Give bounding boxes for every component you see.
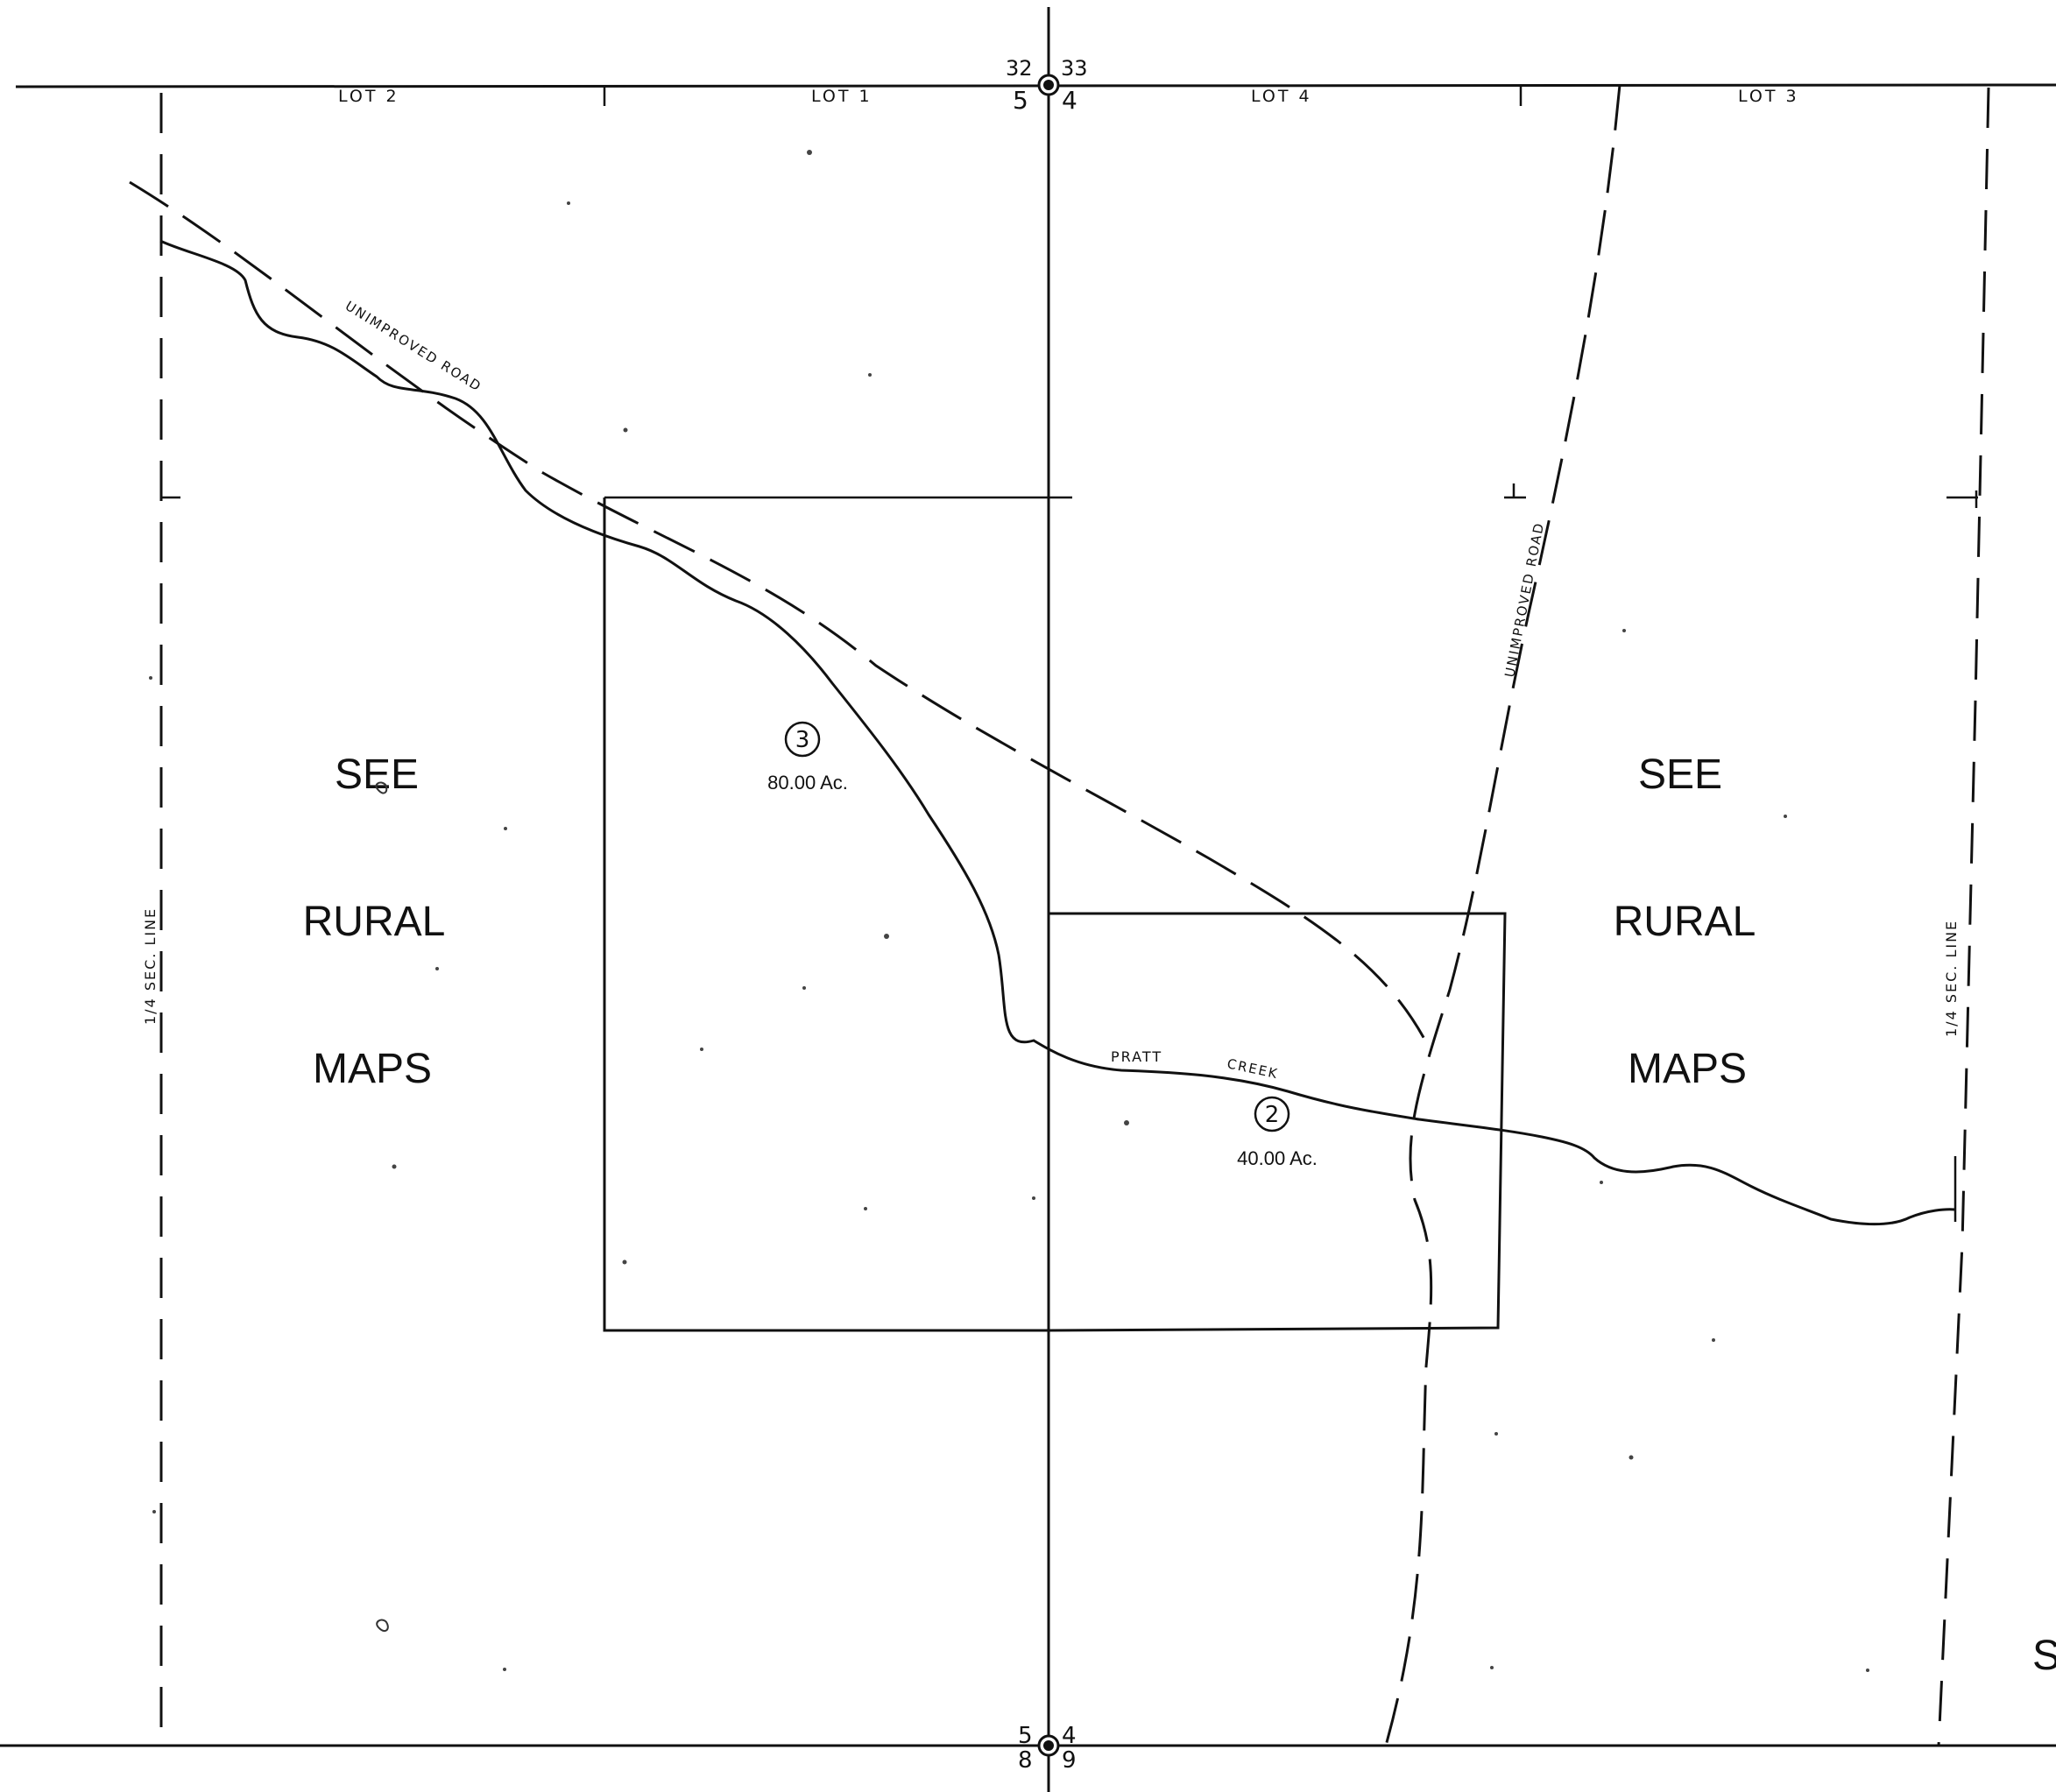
section-number-8: 8 (1018, 1747, 1033, 1774)
section-number-33: 33 (1061, 56, 1088, 81)
parcel-3-boundary (603, 497, 1049, 1332)
east-see-label: SEE (1638, 751, 1722, 798)
unimproved-road-west (129, 180, 1428, 1043)
road-east-label: UNIMPROVED ROAD (1501, 520, 1547, 679)
west-maps-label: MAPS (313, 1046, 432, 1092)
parcel-2-area: 40.00 Ac. (1237, 1147, 1318, 1169)
parcel-2-number-circle (1254, 1096, 1290, 1132)
parcel-3-number: 3 (795, 727, 810, 753)
creek-label-creek: CREEK (1226, 1055, 1280, 1082)
lot-2-label: LOT 2 (338, 87, 399, 106)
east-maps-label: MAPS (1628, 1046, 1747, 1092)
east-rural-label: RURAL (1614, 899, 1756, 945)
lot-3-label: LOT 3 (1738, 87, 1799, 106)
north-section-corner (1037, 74, 1060, 96)
parcel-3-area: 80.00 Ac. (767, 772, 848, 794)
corner-tick-far-east (1946, 490, 1978, 508)
scan-specks (149, 150, 1869, 1672)
section-number-5-bottom: 5 (1018, 1723, 1033, 1749)
west-rural-label: RURAL (303, 899, 446, 945)
east-quarter-section-line (1937, 87, 1990, 1746)
east-quarter-line-label: 1/4 SEC. LINE (1943, 920, 1960, 1037)
parcel-2-number: 2 (1265, 1102, 1280, 1128)
south-section-corner (1037, 1734, 1060, 1757)
pratt-creek (159, 239, 1956, 1226)
road-west-label: UNIMPROVED ROAD (343, 298, 485, 395)
north-section-line (15, 83, 2056, 88)
edge-text-fragment: S (2032, 1633, 2056, 1679)
west-see-label: SEE (335, 751, 419, 798)
west-quarter-line-label: 1/4 SEC. LINE (142, 907, 159, 1025)
section-number-4-bottom: 4 (1062, 1723, 1077, 1749)
parcel-3-number-circle (784, 721, 821, 758)
parcel-2-boundary (1048, 912, 1507, 1332)
section-number-4-top: 4 (1062, 86, 1077, 115)
lot-1-label: LOT 1 (811, 87, 873, 106)
section-number-9: 9 (1062, 1747, 1077, 1774)
lot-4-label: LOT 4 (1251, 87, 1312, 106)
section-number-32: 32 (1006, 56, 1033, 81)
unimproved-road-east (1384, 84, 1621, 1746)
section-number-5-top: 5 (1013, 86, 1028, 115)
creek-label-pratt: PRATT (1111, 1048, 1162, 1065)
corner-tick-east (1504, 483, 1526, 499)
